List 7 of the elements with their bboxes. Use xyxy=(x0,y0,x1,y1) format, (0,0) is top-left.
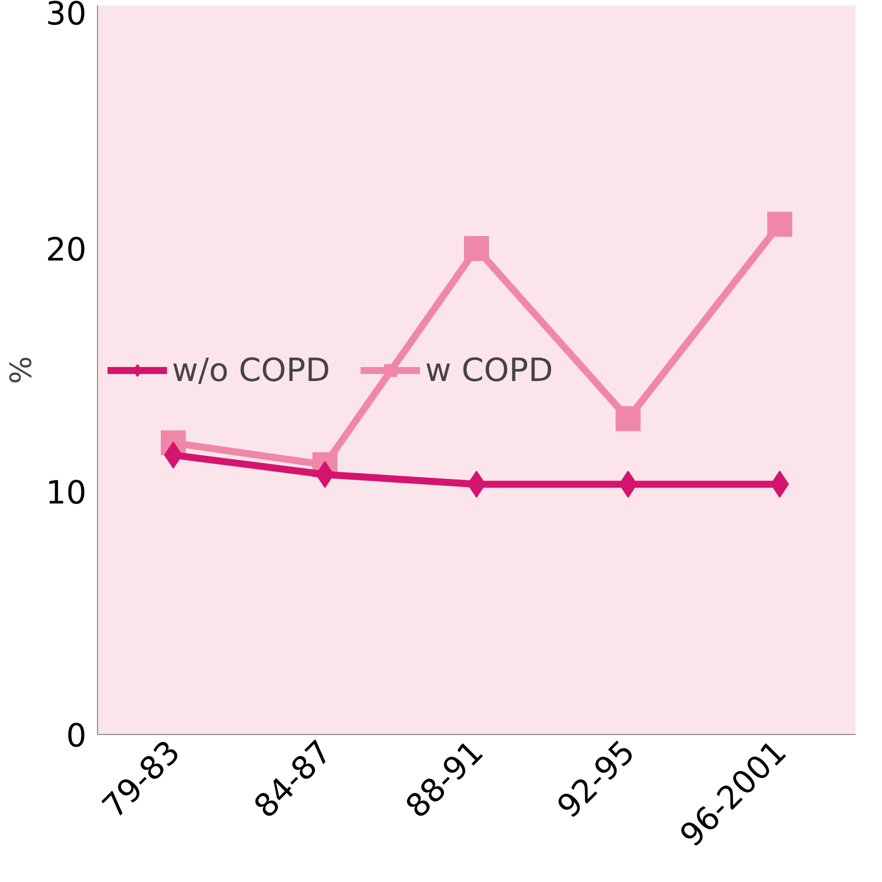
y-tick-label: 30 xyxy=(46,0,86,32)
legend-label: w/o COPD xyxy=(172,350,330,388)
y-axis-title: % xyxy=(4,356,38,384)
y-tick-label: 0 xyxy=(66,716,86,754)
legend-label: w COPD xyxy=(425,350,553,388)
y-tick-label: 10 xyxy=(46,474,86,512)
y-tick-label: 20 xyxy=(46,230,86,268)
